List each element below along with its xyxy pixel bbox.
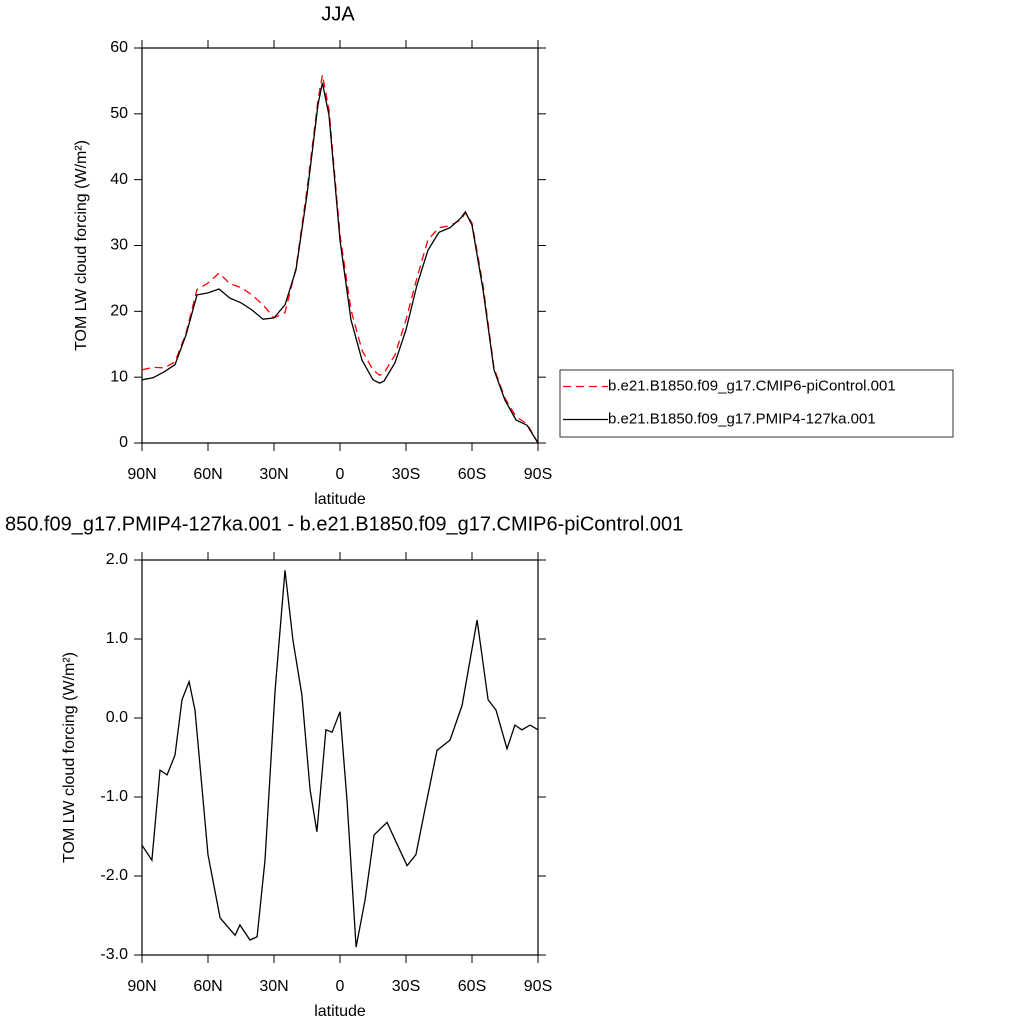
x-tick-label: 30N — [259, 466, 288, 483]
y-tick-label: -3.0 — [100, 946, 128, 963]
x-axis-label: latitude — [314, 1003, 366, 1020]
x-tick-label: 0 — [336, 466, 345, 483]
x-tick-label: 90N — [127, 466, 156, 483]
series-line — [141, 570, 539, 948]
x-tick-label: 60N — [193, 466, 222, 483]
x-tick-label: 90S — [524, 978, 552, 995]
x-tick-label: 30S — [392, 978, 420, 995]
y-tick-label: 60 — [110, 39, 128, 56]
x-axis-label: latitude — [314, 491, 366, 508]
y-tick-label: 1.0 — [106, 630, 128, 647]
legend-label: b.e21.B1850.f09_g17.CMIP6-piControl.001 — [608, 377, 896, 394]
x-tick-label: 90N — [127, 978, 156, 995]
y-tick-label: 40 — [110, 171, 128, 188]
series-line — [141, 74, 539, 444]
y-axis-label: TOM LW cloud forcing (W/m²) — [61, 652, 78, 863]
x-tick-label: 60N — [193, 978, 222, 995]
legend-label: b.e21.B1850.f09_g17.PMIP4-127ka.001 — [608, 410, 876, 427]
series-line — [141, 82, 539, 444]
x-tick-label: 0 — [336, 978, 345, 995]
chart-title: JJA — [321, 3, 355, 25]
x-tick-label: 60S — [458, 978, 486, 995]
legend-box — [559, 369, 954, 438]
y-axis-label: TOM LW cloud forcing (W/m²) — [73, 140, 90, 351]
y-tick-label: -1.0 — [100, 788, 128, 805]
x-tick-label: 30S — [392, 466, 420, 483]
y-tick-label: 30 — [110, 237, 128, 254]
x-tick-label: 30N — [259, 978, 288, 995]
plot-frame — [141, 47, 539, 444]
y-tick-label: 20 — [110, 303, 128, 320]
x-tick-label: 60S — [458, 466, 486, 483]
chart-title: 850.f09_g17.PMIP4-127ka.001 - b.e21.B185… — [5, 513, 683, 535]
x-tick-label: 90S — [524, 466, 552, 483]
y-tick-label: 0.0 — [106, 709, 128, 726]
y-tick-label: 10 — [110, 368, 128, 385]
plot-frame — [141, 559, 539, 956]
y-tick-label: -2.0 — [100, 867, 128, 884]
y-tick-label: 2.0 — [106, 551, 128, 568]
y-tick-label: 0 — [119, 434, 128, 451]
y-tick-label: 50 — [110, 105, 128, 122]
